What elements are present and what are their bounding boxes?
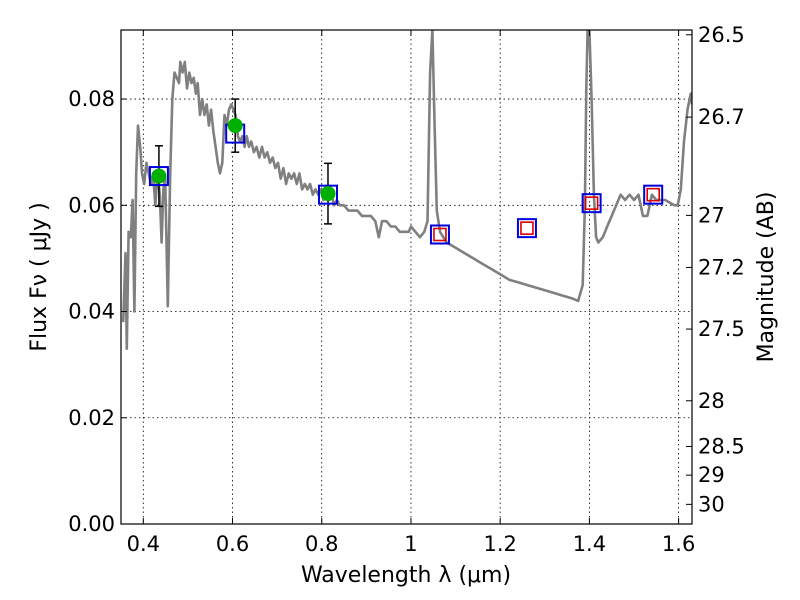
observed-point — [320, 186, 336, 202]
y-tick-label: 0.08 — [68, 87, 115, 111]
model-square — [581, 193, 602, 214]
y-tick-label: 0.02 — [68, 406, 115, 430]
model-square — [643, 184, 664, 205]
right-tick-label: 30 — [698, 492, 725, 516]
x-tick-label: 1.6 — [662, 532, 695, 556]
points-layer — [148, 98, 664, 245]
model-square — [516, 218, 537, 239]
right-tick-label: 28 — [698, 389, 725, 413]
right-tick-label: 27.5 — [698, 317, 745, 341]
observed-point — [151, 168, 167, 184]
predicted-square — [520, 221, 534, 235]
predicted-square — [433, 227, 447, 242]
observed-point — [227, 118, 243, 134]
right-tick-label: 27.2 — [698, 255, 745, 279]
sed-layer — [121, 30, 692, 350]
y-axis-label: Flux Fν ( μJy ) — [27, 202, 52, 351]
right-axis-label: Magnitude (AB) — [754, 192, 779, 363]
y-tick-label: 0.00 — [68, 512, 115, 536]
predicted-square — [584, 196, 599, 210]
model-square — [148, 166, 169, 187]
x-tick-label: 0.4 — [127, 532, 160, 556]
sed-line — [121, 30, 692, 350]
right-tick-label: 27 — [698, 203, 725, 227]
y-tick-label: 0.06 — [68, 193, 115, 217]
x-tick-label: 0.8 — [305, 532, 338, 556]
model-square — [317, 184, 338, 205]
right-tick-label: 28.5 — [698, 434, 745, 458]
y-tick-label: 0.04 — [68, 300, 115, 324]
x-tick-label: 1.2 — [483, 532, 516, 556]
right-tick-label: 29 — [698, 463, 725, 487]
predicted-square — [646, 187, 660, 202]
x-tick-label: 0.6 — [216, 532, 249, 556]
x-tick-label: 1.4 — [573, 532, 606, 556]
x-tick-label: 1 — [404, 532, 417, 556]
right-tick-label: 26.5 — [698, 23, 745, 47]
plot-frame — [120, 29, 693, 525]
axes-layer: 0.4 0.6 0.8 1 1.2 1.4 1.6 0.00 0.02 0.04 0.06 0.08 2… — [68, 23, 745, 556]
x-axis-label: Wavelength λ (μm) — [301, 563, 511, 588]
right-tick-label: 26.7 — [698, 105, 745, 129]
model-square — [429, 224, 450, 245]
